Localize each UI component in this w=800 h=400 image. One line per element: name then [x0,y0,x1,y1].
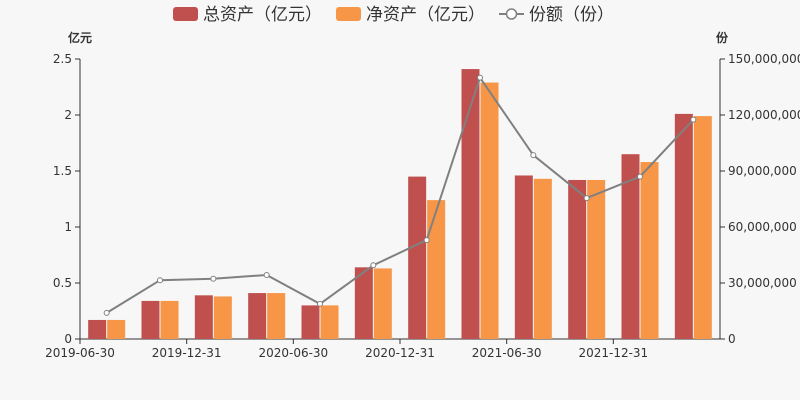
right-tick-label: 90,000,000 [728,164,797,178]
legend-label: 份额（份） [529,5,614,25]
bar-net-assets [160,300,179,339]
share-point [210,275,217,282]
share-point [317,300,323,307]
bar-net-assets [320,305,339,339]
left-tick-label: 1 [64,220,72,234]
share-point [370,262,377,269]
left-tick-label: 2.5 [53,52,72,66]
share-point [530,152,537,159]
bar-net-assets [373,268,392,339]
share-point [423,237,430,244]
x-tick-label: 2021-06-30 [472,346,542,360]
bar-net-assets [427,200,446,339]
bar-total-assets [461,69,480,339]
axes: 0 0.5 1 1.5 2 2.5 0 30,000,000 60,000,000 90,000,… [45,52,800,360]
legend: 总资产（亿元） 净资产（亿元） 份额（份） [173,5,614,25]
right-tick-label: 120,000,000 [728,108,800,122]
legend-label: 净资产（亿元） [366,5,485,25]
share-point [583,195,590,202]
bar-net-assets [107,319,126,339]
share-point [103,309,110,316]
bar-total-assets [514,175,533,339]
bar-total-assets [568,179,587,339]
right-tick-label: 150,000,000 [728,52,800,66]
bar-net-assets [533,178,552,339]
share-point [637,173,643,180]
bar-total-assets [674,113,693,339]
legend-marker [505,8,518,20]
bar-total-assets [301,305,320,339]
share-point [690,116,697,123]
right-tick-label: 60,000,000 [728,220,797,234]
bar-total-assets [248,293,267,339]
legend-swatch [336,7,361,21]
legend-item[interactable]: 总资产（亿元） [173,5,322,25]
x-tick-label: 2020-12-31 [365,346,435,360]
bar-total-assets [408,176,427,339]
left-tick-label: 0 [64,332,72,346]
bar-net-assets [480,82,499,340]
bar-total-assets [194,295,213,339]
legend-item[interactable]: 份额（份） [499,5,614,25]
bar-net-assets [640,162,659,339]
right-tick-label: 30,000,000 [728,276,797,290]
right-axis-unit: 份 [716,30,729,45]
left-tick-label: 2 [64,108,72,122]
bar-net-assets [213,296,232,339]
bar-total-assets [141,300,160,339]
left-axis-unit: 亿元 [68,30,92,45]
x-tick-label: 2019-06-30 [45,346,115,360]
legend-item[interactable]: 净资产（亿元） [336,5,485,25]
bar-net-assets [267,293,286,339]
share-point [263,271,270,278]
x-tick-label: 2019-12-31 [152,346,222,360]
bar-total-assets [88,319,107,339]
legend-label: 总资产（亿元） [203,5,322,25]
legend-swatch [173,7,198,21]
left-tick-label: 1.5 [53,164,72,178]
right-tick-label: 0 [728,332,736,346]
bar-net-assets [587,179,606,339]
bar-total-assets [621,154,640,339]
bar-net-assets [693,116,712,340]
share-point [477,74,483,81]
share-line-path [106,75,695,314]
bars [88,69,712,340]
left-tick-label: 0.5 [53,276,72,290]
bar-total-assets [354,267,373,339]
x-tick-label: 2020-06-30 [258,346,328,360]
share-line [103,74,697,316]
x-tick-label: 2021-12-31 [578,346,648,360]
share-point [157,277,163,284]
